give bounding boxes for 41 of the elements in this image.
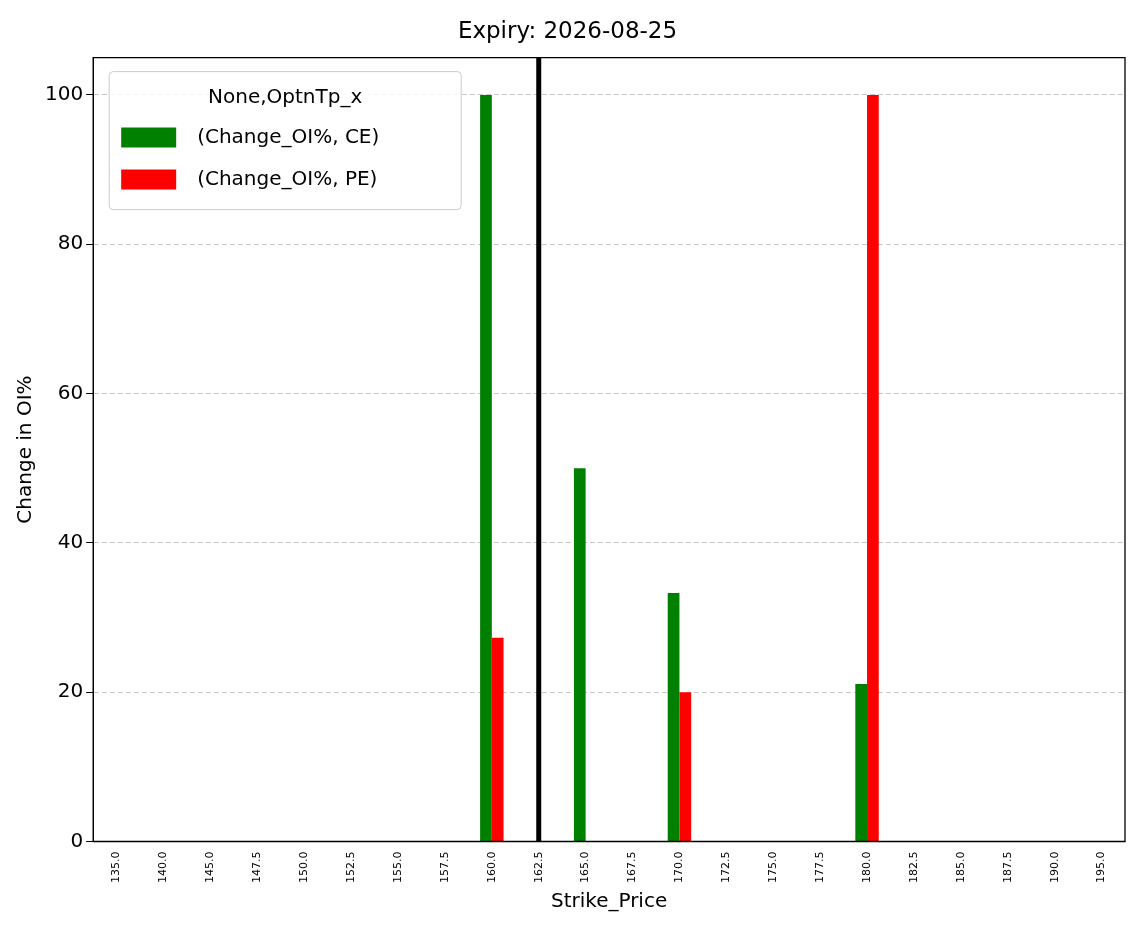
x-tick-label: 157.5 [437, 851, 451, 884]
x-tick-label: 152.5 [343, 851, 357, 884]
x-tick-label: 140.0 [156, 851, 170, 884]
x-tick-label: 160.0 [484, 851, 498, 884]
x-tick-label: 177.5 [813, 851, 826, 884]
x-tick-label: 172.5 [719, 851, 733, 884]
x-tick-label: 170.0 [672, 851, 686, 884]
x-tick-label: 182.5 [906, 851, 920, 884]
y-tick-label: 20 [57, 678, 84, 703]
bar [573, 468, 586, 842]
x-tick-label: 165.0 [578, 851, 592, 884]
x-tick-label: 147.5 [250, 851, 264, 884]
x-tick-label: 135.0 [109, 851, 123, 884]
x-tick-label: 190.0 [1047, 851, 1061, 884]
legend-label: (Change_OI%, PE) [197, 165, 378, 190]
x-tick-label: 187.5 [1000, 851, 1014, 884]
legend-label: (Change_OI%, CE) [197, 123, 380, 148]
y-tick-label: 40 [57, 529, 84, 554]
x-tick-label: 150.0 [297, 851, 311, 884]
bar [679, 692, 692, 842]
bar [855, 683, 868, 842]
y-tick-label: 80 [57, 230, 84, 255]
bar [480, 94, 492, 842]
x-tick-label: 185.0 [953, 851, 967, 884]
y-tick-label: 100 [44, 81, 84, 106]
bar [867, 94, 879, 842]
x-tick-label: 180.0 [859, 851, 873, 884]
legend-title: None,OptnTp_x [208, 83, 363, 108]
y-tick-label: 60 [57, 379, 84, 404]
bar [491, 637, 504, 842]
y-tick-label: 0 [70, 827, 84, 852]
x-tick-label: 155.0 [390, 851, 404, 884]
x-tick-label: 175.0 [766, 851, 780, 884]
x-tick-label: 162.5 [531, 851, 545, 884]
x-tick-label: 145.0 [203, 851, 217, 884]
x-tick-label: 195.0 [1094, 851, 1108, 884]
y-axis-title: Change in OI% [12, 375, 37, 524]
x-axis-title: Strike_Price [550, 888, 668, 913]
bar [667, 592, 680, 842]
chart-title: Expiry: 2026-08-25 [457, 16, 678, 43]
x-tick-label: 167.5 [625, 851, 639, 884]
